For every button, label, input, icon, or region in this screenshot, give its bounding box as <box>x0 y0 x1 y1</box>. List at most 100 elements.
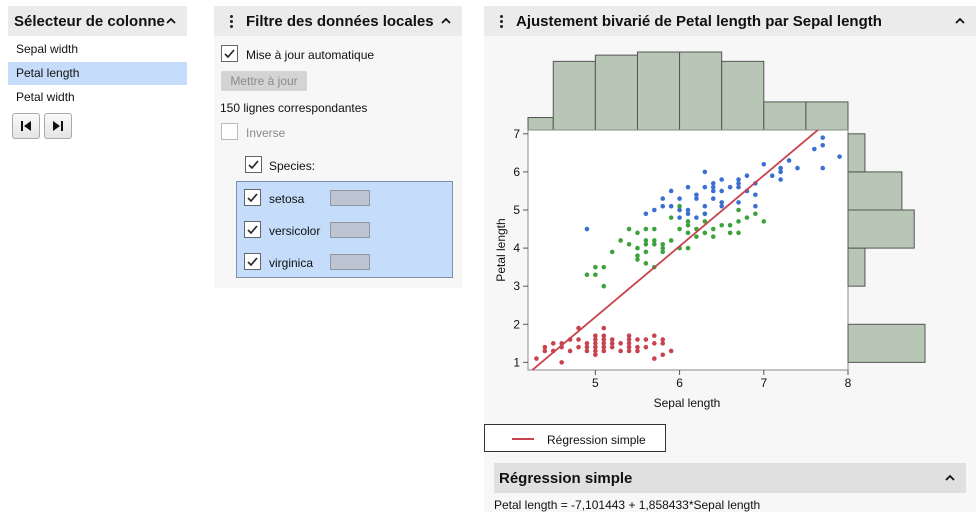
auto-update-label: Mise à jour automatique <box>246 48 375 62</box>
data-point <box>660 241 666 247</box>
species-checkbox[interactable] <box>245 156 262 173</box>
next-column-button[interactable] <box>44 113 72 139</box>
data-point <box>727 184 733 190</box>
data-point <box>643 238 649 243</box>
data-point <box>635 344 640 350</box>
data-point <box>609 344 615 350</box>
data-point <box>719 200 724 205</box>
data-point <box>702 169 708 175</box>
data-point <box>542 348 548 354</box>
data-point <box>626 333 632 339</box>
update-button[interactable]: Mettre à jour <box>221 71 307 91</box>
column-item-petal-width[interactable]: Petal width <box>8 86 187 109</box>
virginica-label: virginica <box>269 256 314 270</box>
data-point <box>601 344 607 350</box>
y-histogram-bar <box>847 171 903 211</box>
data-point <box>685 230 691 236</box>
data-point <box>677 215 682 220</box>
fit-panel-title: Ajustement bivarié de Petal length par S… <box>516 12 882 30</box>
data-point <box>668 203 674 209</box>
data-point <box>626 341 632 346</box>
data-point <box>702 230 708 236</box>
column-selector-header[interactable]: Sélecteur de colonne <box>8 6 187 36</box>
skip-back-icon <box>21 121 31 131</box>
data-point <box>668 215 674 220</box>
chevron-up-icon[interactable] <box>165 15 177 27</box>
previous-column-button[interactable] <box>12 113 40 139</box>
fit-panel-header[interactable]: Ajustement bivarié de Petal length par S… <box>484 6 976 36</box>
data-point <box>837 154 842 159</box>
y-tick-label: 7 <box>513 127 520 141</box>
data-point <box>593 341 598 346</box>
data-point <box>584 226 590 232</box>
data-point <box>778 165 783 171</box>
data-point <box>744 215 750 220</box>
virginica-checkbox[interactable] <box>244 253 261 270</box>
data-point <box>635 253 640 259</box>
data-point <box>593 344 598 350</box>
data-point <box>609 337 615 342</box>
y-tick-label: 6 <box>513 165 520 179</box>
column-item-sepal-width[interactable]: Sepal width <box>8 38 187 61</box>
x-histogram-bar <box>552 60 596 131</box>
menu-dots-icon[interactable] <box>496 14 506 28</box>
data-point <box>727 222 733 228</box>
data-point <box>761 219 767 224</box>
data-point <box>753 203 758 209</box>
data-point <box>626 344 632 350</box>
data-point <box>685 222 691 228</box>
chevron-up-icon[interactable] <box>944 472 956 484</box>
data-point <box>761 161 767 167</box>
update-button-label: Mettre à jour <box>230 74 298 88</box>
chevron-up-icon[interactable] <box>954 15 966 27</box>
local-filter-title: Filtre des données locales <box>246 12 434 30</box>
data-point <box>727 230 733 236</box>
data-point <box>820 135 826 140</box>
auto-update-checkbox[interactable] <box>221 45 238 62</box>
data-point <box>652 226 657 232</box>
setosa-label: setosa <box>269 192 305 206</box>
versicolor-label: versicolor <box>269 224 321 238</box>
data-point <box>812 146 817 152</box>
data-point <box>736 177 741 182</box>
data-point <box>778 169 783 175</box>
y-histogram-bar <box>847 247 866 287</box>
data-point <box>584 341 590 346</box>
setosa-checkbox[interactable] <box>244 189 261 206</box>
menu-dots-icon[interactable] <box>226 14 236 28</box>
column-item-petal-length[interactable]: Petal length <box>8 62 187 85</box>
data-point <box>719 203 724 209</box>
data-point <box>584 348 590 354</box>
inverse-checkbox[interactable] <box>221 123 238 140</box>
data-point <box>710 226 716 232</box>
data-point <box>736 200 741 205</box>
data-point <box>534 356 539 361</box>
data-point <box>626 337 632 342</box>
column-item-label: Petal width <box>16 90 75 104</box>
data-point <box>668 188 674 194</box>
legend-label: Régression simple <box>547 433 646 447</box>
data-point <box>702 219 708 224</box>
data-point <box>618 348 623 354</box>
data-point <box>593 337 598 342</box>
data-point <box>643 337 649 342</box>
data-point <box>593 352 598 358</box>
data-point <box>736 181 741 186</box>
data-point <box>786 158 792 163</box>
chevron-up-icon[interactable] <box>440 15 452 27</box>
versicolor-checkbox[interactable] <box>244 221 261 238</box>
data-point <box>660 203 666 209</box>
data-point <box>584 272 590 278</box>
data-point <box>609 341 615 346</box>
data-point <box>744 173 750 179</box>
data-point <box>584 344 590 350</box>
data-point <box>652 238 657 243</box>
regression-header[interactable]: Régression simple <box>494 463 966 493</box>
local-filter-header[interactable]: Filtre des données locales <box>214 6 462 36</box>
y-tick-label: 5 <box>513 203 520 217</box>
x-tick-label: 7 <box>760 376 767 390</box>
data-point <box>593 348 598 354</box>
data-point <box>719 188 724 194</box>
data-point <box>795 165 800 171</box>
regression-line <box>530 130 820 370</box>
